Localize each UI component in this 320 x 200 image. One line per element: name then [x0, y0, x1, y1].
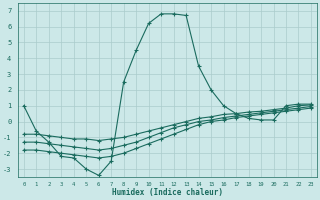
X-axis label: Humidex (Indice chaleur): Humidex (Indice chaleur) — [112, 188, 223, 197]
